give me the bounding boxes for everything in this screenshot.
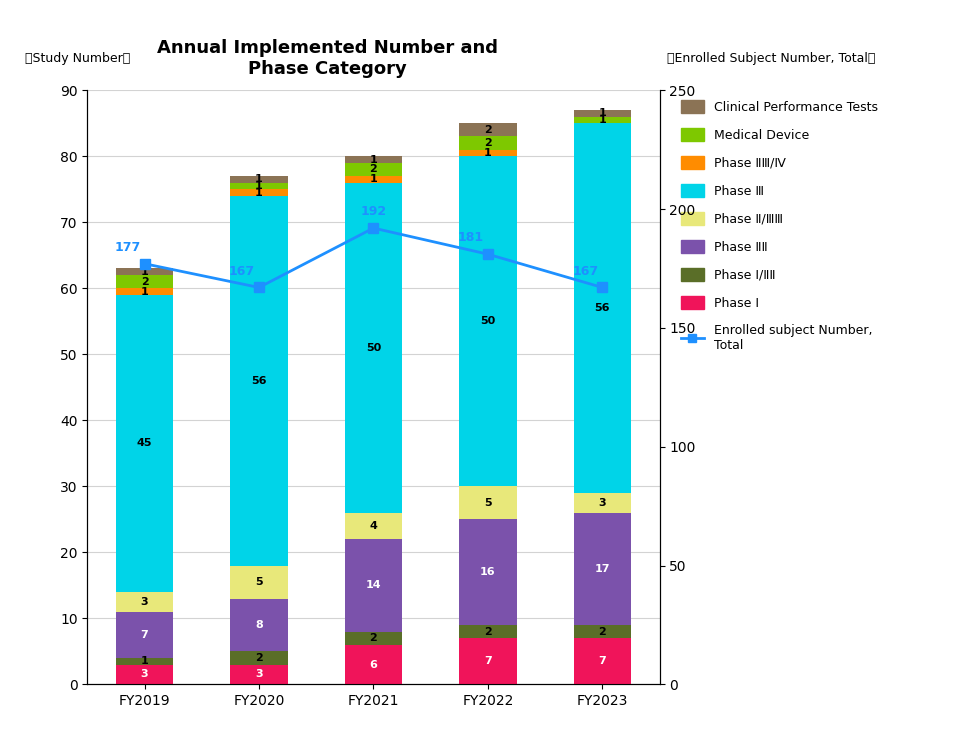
Text: 7: 7 — [484, 656, 491, 666]
Bar — [116, 611, 173, 658]
Text: 50: 50 — [480, 317, 495, 326]
Text: 8: 8 — [255, 620, 263, 630]
Bar — [574, 513, 631, 625]
Text: 1: 1 — [141, 267, 148, 277]
Bar — [345, 632, 402, 644]
Bar — [459, 487, 516, 520]
Title: Annual Implemented Number and
Phase Category: Annual Implemented Number and Phase Cate… — [157, 39, 498, 77]
Bar — [116, 592, 173, 611]
Bar — [345, 644, 402, 684]
Text: 5: 5 — [484, 498, 491, 508]
Text: 2: 2 — [369, 633, 377, 643]
Bar — [231, 566, 288, 599]
Bar — [345, 156, 402, 163]
Bar — [574, 117, 631, 123]
Bar — [574, 493, 631, 513]
Text: 56: 56 — [594, 303, 610, 313]
Bar — [116, 268, 173, 275]
Text: 1: 1 — [598, 115, 606, 125]
Bar — [231, 196, 288, 566]
Text: 1: 1 — [255, 187, 263, 198]
Text: 3: 3 — [255, 669, 263, 679]
Bar — [459, 520, 516, 625]
Bar — [231, 651, 288, 665]
Bar — [116, 295, 173, 592]
Bar — [231, 665, 288, 684]
Bar — [459, 625, 516, 638]
Text: 3: 3 — [598, 498, 606, 508]
Text: 1: 1 — [255, 174, 263, 184]
Text: 2: 2 — [141, 277, 148, 287]
Text: 56: 56 — [251, 376, 266, 386]
Bar — [345, 183, 402, 513]
Text: 45: 45 — [137, 438, 152, 448]
Text: 2: 2 — [484, 138, 491, 148]
Text: 14: 14 — [365, 581, 381, 590]
Text: 4: 4 — [369, 521, 377, 531]
Text: 50: 50 — [365, 343, 381, 353]
Text: 6: 6 — [369, 660, 377, 669]
Text: 1: 1 — [369, 155, 377, 165]
Text: 7: 7 — [598, 656, 606, 666]
Text: 2: 2 — [255, 653, 263, 663]
Bar — [345, 163, 402, 176]
Bar — [231, 599, 288, 651]
Bar — [231, 176, 288, 183]
Bar — [231, 183, 288, 190]
Text: 2: 2 — [484, 626, 491, 636]
Bar — [574, 123, 631, 493]
Text: 192: 192 — [360, 205, 386, 218]
Bar — [459, 150, 516, 156]
Bar — [116, 658, 173, 665]
Text: 3: 3 — [141, 597, 148, 607]
Bar — [459, 136, 516, 150]
Bar — [459, 638, 516, 684]
Text: 7: 7 — [141, 630, 148, 640]
Legend: Clinical Performance Tests, Medical Device, Phase ⅡⅢ/Ⅳ, Phase Ⅲ, Phase Ⅱ/ⅢⅢ, Pha: Clinical Performance Tests, Medical Devi… — [676, 96, 881, 356]
Bar — [345, 176, 402, 183]
Bar — [116, 288, 173, 295]
Bar — [116, 275, 173, 288]
Text: 177: 177 — [114, 241, 141, 254]
Bar — [459, 123, 516, 136]
Text: 1: 1 — [369, 174, 377, 184]
Text: 1: 1 — [484, 148, 491, 158]
Text: 1: 1 — [141, 656, 148, 666]
Bar — [345, 539, 402, 632]
Bar — [574, 638, 631, 684]
Text: 1: 1 — [598, 108, 606, 118]
Bar — [345, 513, 402, 539]
Text: 5: 5 — [255, 577, 263, 587]
Text: 1: 1 — [141, 287, 148, 296]
Text: 2: 2 — [598, 626, 606, 636]
Bar — [574, 110, 631, 117]
Text: 167: 167 — [572, 265, 598, 277]
Text: 16: 16 — [480, 567, 495, 577]
Text: 181: 181 — [457, 232, 484, 244]
Text: 1: 1 — [255, 181, 263, 191]
Text: 17: 17 — [594, 564, 610, 574]
Text: 3: 3 — [141, 669, 148, 679]
Bar — [231, 190, 288, 196]
Bar — [459, 156, 516, 487]
Text: （Enrolled Subject Number, Total）: （Enrolled Subject Number, Total） — [666, 52, 874, 65]
Text: 167: 167 — [229, 265, 255, 277]
Bar — [574, 625, 631, 638]
Text: （Study Number）: （Study Number） — [25, 52, 130, 65]
Bar — [116, 665, 173, 684]
Text: 2: 2 — [369, 165, 377, 174]
Text: 2: 2 — [484, 125, 491, 135]
